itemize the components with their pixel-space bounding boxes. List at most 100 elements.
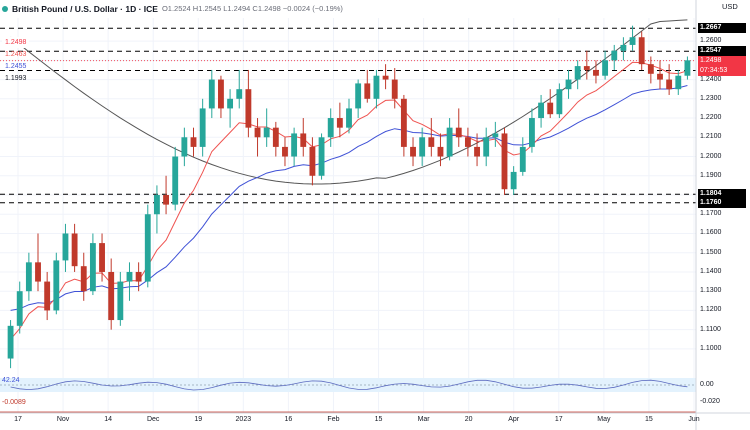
time-tick-label: Dec [146, 416, 160, 423]
candle-body [455, 127, 462, 138]
candle-body [236, 89, 243, 99]
candle-body [538, 102, 545, 119]
candle-body [263, 127, 270, 138]
time-tick-label: Nov [56, 416, 70, 423]
candle-body [666, 79, 673, 90]
candle-body [245, 89, 252, 128]
candle-body [501, 133, 508, 190]
price-tick-label: 1.2000 [700, 152, 722, 160]
price-tick-label: 1.1100 [700, 325, 721, 333]
price-tick-label: 1.2400 [700, 75, 722, 83]
candle-body [684, 60, 691, 76]
candle-body [199, 108, 206, 147]
time-tick-label: 17 [554, 416, 563, 423]
candle-body [327, 118, 334, 138]
chart-grid [0, 18, 696, 413]
ma-slow-value-tag: 1.1993 [5, 75, 27, 82]
candle-body [35, 262, 41, 282]
candle-body [336, 118, 343, 128]
candle-body [300, 133, 307, 147]
candle-body [272, 127, 279, 147]
price-tick-label: 1.2300 [700, 94, 722, 102]
candle-body [638, 37, 645, 65]
time-tick-label: Apr [508, 416, 520, 423]
price-tick-label: 1.1900 [700, 171, 722, 179]
candle-body [108, 271, 115, 321]
chart-header: British Pound / U.S. Dollar · 1D · ICE O… [2, 2, 692, 15]
price-tick-label: 1.1500 [700, 248, 722, 256]
candle-body [529, 118, 535, 147]
candle-body [172, 156, 179, 205]
price-tick-label: 1.1000 [700, 344, 722, 352]
candle-body [675, 75, 682, 90]
candle-body [254, 127, 261, 138]
candle-body [16, 291, 23, 326]
candle-body [282, 146, 288, 157]
candle-body [318, 137, 325, 176]
candle-body [611, 50, 618, 61]
candle-body [428, 137, 435, 147]
time-tick-label: May [597, 416, 611, 423]
candle-body [410, 146, 416, 157]
candle-body [181, 137, 188, 157]
bar-countdown-label: 07:34:53 [698, 65, 746, 76]
candle-body [474, 146, 480, 157]
candle-body [135, 271, 142, 282]
candle-body [346, 108, 352, 128]
symbol-title[interactable]: British Pound / U.S. Dollar · 1D · ICE [12, 3, 158, 14]
candle-body [602, 60, 609, 76]
currency-label[interactable]: USD [722, 2, 738, 11]
candle-body [153, 195, 160, 215]
candle-body [437, 146, 444, 157]
time-tick-label: Jun [688, 416, 700, 423]
time-tick-label: 2023 [235, 416, 252, 423]
market-status-icon [2, 5, 8, 12]
candle-body [547, 102, 554, 115]
candle-body [218, 79, 224, 109]
candle-body [419, 137, 426, 157]
time-tick-label: 15 [645, 416, 653, 423]
price-tick-label: 1.2600 [700, 37, 722, 45]
oscillator-pane [0, 378, 696, 413]
price-tick-label: 1.1200 [700, 306, 722, 314]
candle-body [309, 146, 316, 176]
candle-body [7, 325, 14, 359]
close-value-tag: 1.2498 [2, 37, 30, 48]
oscillator-tick-label: 0.00 [700, 381, 714, 388]
level-price-label: 1.2547 [698, 46, 746, 57]
candle-body [583, 66, 590, 70]
candle-body [492, 133, 499, 138]
price-tick-label: 1.1400 [700, 267, 722, 275]
time-tick-label: 15 [374, 416, 383, 423]
candle-body [464, 137, 471, 147]
candle-body [89, 243, 96, 292]
candle-body [446, 127, 453, 157]
candle-body [574, 66, 581, 80]
candle-body [483, 137, 490, 157]
candle-body [657, 73, 663, 80]
level-price-label: 1.1760 [698, 197, 746, 208]
candle-body [391, 79, 398, 99]
time-tick-label: 19 [194, 416, 203, 423]
ma-slow-line [10, 19, 688, 185]
time-tick-label: 14 [104, 416, 113, 423]
oscillator-value: 42.24 [2, 377, 20, 384]
candle-body [71, 233, 78, 267]
time-tick-label: 20 [464, 416, 473, 423]
price-tick-label: 1.2100 [700, 133, 722, 141]
candle-body [629, 37, 636, 45]
candle-body [593, 69, 599, 76]
candle-body [400, 98, 407, 147]
candle-body [364, 83, 371, 99]
time-tick-label: Feb [327, 416, 340, 423]
candle-body [126, 271, 133, 282]
candle-body [510, 171, 517, 190]
time-tick-label: 16 [284, 416, 293, 423]
candle-body [99, 243, 105, 272]
oscillator-line [10, 379, 688, 391]
ma-mid-line [10, 85, 688, 311]
candle-body [80, 266, 87, 292]
candle-body [382, 75, 389, 80]
price-tick-label: 1.1700 [700, 210, 722, 218]
